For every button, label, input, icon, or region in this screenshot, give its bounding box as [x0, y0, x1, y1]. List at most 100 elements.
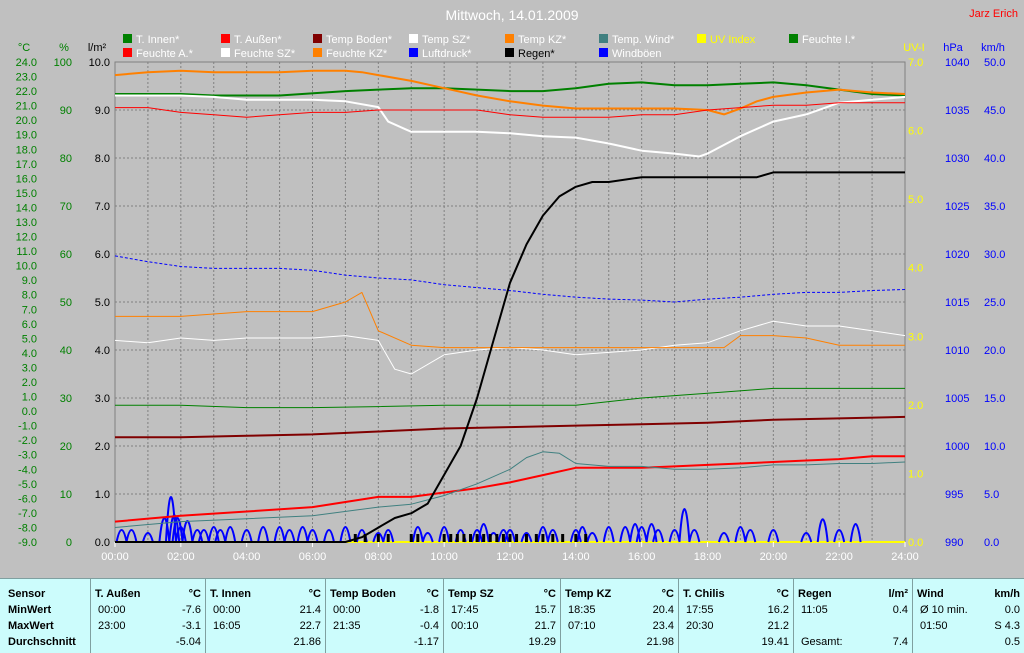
rain-tick	[409, 534, 413, 542]
tick-percent: 40	[60, 345, 72, 357]
rain-tick	[488, 534, 492, 542]
rain-tick	[508, 534, 512, 542]
tick-celsius: 12.0	[16, 232, 37, 244]
legend-swatch	[789, 34, 798, 43]
min-value: 15.7	[534, 604, 556, 616]
rain-tick	[462, 534, 466, 542]
chart-title: Mittwoch, 14.01.2009	[445, 7, 578, 23]
legend-swatch	[123, 34, 132, 43]
tick-wind: 5.0	[984, 489, 999, 501]
tick-celsius: 9.0	[22, 275, 37, 287]
row-label-min: MinWert	[8, 604, 52, 616]
gust-spike	[767, 529, 780, 543]
legend-swatch	[505, 34, 514, 43]
axis-unit-rain: l/m²	[88, 42, 107, 54]
tick-rain: 4.0	[95, 345, 110, 357]
tick-time: 14:00	[562, 551, 590, 563]
series-line	[115, 291, 905, 349]
rain-tick	[386, 534, 390, 542]
column-divider	[325, 578, 326, 653]
max-value: S 4.3	[994, 620, 1020, 632]
axis-ticks: 24.0 23.0 22.0 21.0 20.0 19.0 18.0 17.0 16.0 15.0…	[16, 57, 1006, 563]
gust-spike	[629, 523, 642, 543]
max-time: 21:35	[333, 620, 361, 632]
legend-label: Regen*	[518, 48, 555, 60]
rain-tick	[524, 534, 528, 542]
max-time: 23:00	[98, 620, 126, 632]
axis-unit-pressure: hPa	[943, 42, 963, 54]
tick-wind: 25.0	[984, 297, 1005, 309]
column-header: T. Außen	[95, 588, 141, 600]
column-unit: °C	[661, 588, 674, 600]
tick-time: 20:00	[760, 551, 788, 563]
tick-percent: 0	[66, 537, 72, 549]
tick-uv: 1.0	[908, 468, 923, 480]
gust-spike	[141, 532, 154, 543]
tick-percent: 80	[60, 153, 72, 165]
tick-celsius: 16.0	[16, 173, 37, 185]
legend-label: T. Innen*	[136, 34, 180, 46]
rain-tick	[515, 534, 519, 542]
tick-time: 10:00	[430, 551, 458, 563]
tick-percent: 20	[60, 441, 72, 453]
tick-celsius: -7.0	[18, 508, 37, 520]
tick-time: 02:00	[167, 551, 195, 563]
column-unit: °C	[543, 588, 556, 600]
gust-spike	[125, 529, 138, 543]
tick-celsius: -9.0	[18, 537, 37, 549]
tick-celsius: 2.0	[22, 377, 37, 389]
min-time: 18:35	[568, 604, 596, 616]
legend-label: Temp KZ*	[518, 34, 567, 46]
tick-wind: 50.0	[984, 57, 1005, 69]
max-time: 00:10	[451, 620, 479, 632]
gust-spike	[207, 526, 220, 543]
tick-celsius: 18.0	[16, 144, 37, 156]
min-time: 17:55	[686, 604, 714, 616]
column-divider	[912, 578, 913, 653]
tick-rain: 9.0	[95, 105, 110, 117]
gust-spike	[849, 523, 862, 543]
tick-time: 12:00	[496, 551, 524, 563]
gust-spike	[240, 529, 253, 543]
tick-uv: 3.0	[908, 331, 923, 343]
tick-uv: 5.0	[908, 194, 923, 206]
avg-value: 21.86	[293, 636, 321, 648]
gust-spike	[257, 526, 270, 543]
gust-spike	[678, 508, 691, 543]
rain-tick	[442, 534, 446, 542]
max-time: 01:50	[920, 620, 948, 632]
gust-spike	[536, 526, 549, 543]
gust-spike	[421, 532, 434, 543]
avg-label: Gesamt:	[801, 636, 843, 648]
gust-spike	[158, 517, 171, 543]
rain-tick	[455, 534, 459, 542]
rain-tick	[482, 534, 486, 542]
tick-pressure: 1025	[945, 201, 969, 213]
gust-spike	[602, 526, 615, 543]
column-unit: km/h	[994, 588, 1020, 600]
rain-tick	[376, 534, 380, 542]
min-time: 00:00	[98, 604, 126, 616]
column-header: Temp KZ	[565, 588, 612, 600]
legend-swatch	[409, 48, 418, 57]
tick-celsius: 11.0	[16, 246, 37, 258]
tick-time: 06:00	[299, 551, 327, 563]
gust-spike	[504, 529, 516, 543]
legend-swatch	[313, 34, 322, 43]
axis-unit-labels: °C% l/m² UV-I hPa km/h	[18, 42, 1005, 54]
gust-spike	[174, 526, 187, 543]
series-line	[115, 415, 906, 439]
column-unit: °C	[308, 588, 321, 600]
gust-spike	[411, 526, 424, 543]
series-line	[115, 387, 905, 409]
column-unit: °C	[426, 588, 439, 600]
tick-wind: 40.0	[984, 153, 1005, 165]
rain-tick	[469, 534, 472, 542]
series-line	[114, 451, 906, 528]
column-header: T. Innen	[210, 588, 251, 600]
min-time: 11:05	[801, 604, 828, 616]
tick-pressure: 1035	[945, 105, 969, 117]
tick-pressure: 995	[945, 489, 963, 501]
legend-swatch	[697, 34, 706, 43]
gust-spike	[191, 529, 204, 543]
